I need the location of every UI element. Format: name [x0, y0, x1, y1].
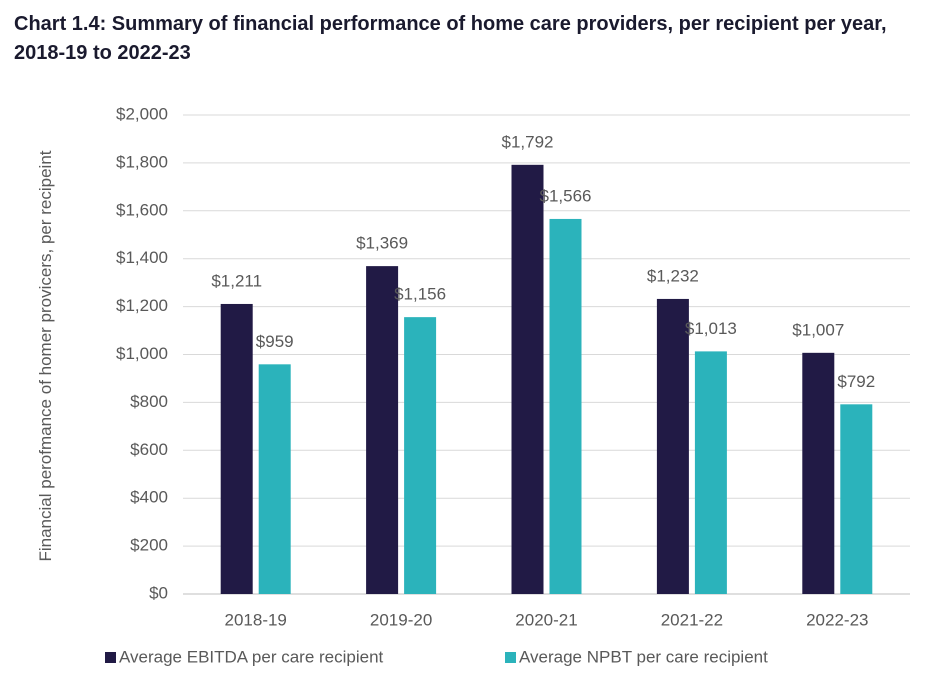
bar: [549, 218, 582, 594]
x-tick-label: 2019-20: [370, 610, 432, 629]
y-tick-label: $200: [130, 536, 168, 555]
y-tick-label: $800: [130, 392, 168, 411]
bar: [404, 317, 437, 594]
value-label: $1,156: [394, 285, 446, 304]
y-tick-label: $1,400: [116, 248, 168, 267]
bar: [220, 303, 253, 594]
x-tick-label: 2020-21: [515, 610, 577, 629]
y-tick-label: $0: [149, 583, 168, 602]
bar: [840, 404, 873, 594]
y-tick-label: $1,600: [116, 200, 168, 219]
y-tick-label: $600: [130, 440, 168, 459]
legend-label: Average NPBT per care recipient: [519, 647, 768, 666]
value-label: $1,566: [540, 186, 592, 205]
y-tick-label: $1,000: [116, 344, 168, 363]
legend-swatch: [105, 652, 116, 663]
chart-title: Chart 1.4: Summary of financial performa…: [14, 13, 887, 64]
value-label: $1,792: [502, 132, 554, 151]
bar: [656, 298, 689, 594]
legend-swatch: [505, 652, 516, 663]
bar: [258, 364, 291, 594]
y-tick-label: $2,000: [116, 104, 168, 123]
value-label: $1,211: [211, 271, 262, 290]
x-tick-label: 2022-23: [806, 610, 868, 629]
bar: [366, 266, 399, 594]
y-tick-label: $1,200: [116, 296, 168, 315]
bar: [802, 352, 835, 594]
value-label: $1,007: [792, 320, 844, 339]
bar: [694, 351, 727, 594]
y-tick-label: $1,800: [116, 152, 168, 171]
value-label: $959: [256, 332, 294, 351]
value-label: $1,369: [356, 234, 408, 253]
value-label: $792: [837, 372, 875, 391]
bar: [511, 164, 544, 595]
x-tick-label: 2018-19: [225, 610, 287, 629]
value-label: $1,013: [685, 319, 737, 338]
legend-label: Average EBITDA per care recipient: [119, 647, 384, 666]
x-tick-label: 2021-22: [661, 610, 723, 629]
value-label: $1,232: [647, 266, 699, 285]
y-tick-label: $400: [130, 488, 168, 507]
